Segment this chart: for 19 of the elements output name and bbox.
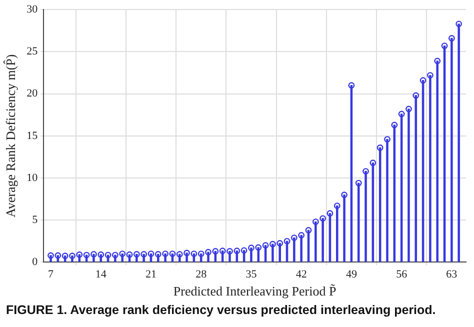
y-tick-label: 30 [26, 3, 38, 16]
x-tick-label: 21 [145, 268, 156, 281]
y-tick-label: 25 [26, 46, 38, 58]
x-tick-label: 63 [446, 268, 458, 281]
x-tick-label: 42 [296, 268, 307, 281]
y-tick-label: 15 [26, 130, 38, 142]
y-tick-label: 5 [32, 214, 38, 226]
x-tick-label: 7 [48, 268, 54, 281]
y-tick-label: 0 [32, 256, 38, 268]
y-tick-label: 20 [26, 88, 38, 100]
x-tick-label: 14 [95, 268, 107, 281]
x-axis-title: Predicted Interleaving Period P̃ [173, 284, 336, 299]
x-tick-label: 56 [396, 268, 408, 281]
x-tick-label: 49 [346, 268, 358, 281]
x-tick-label: 35 [246, 268, 258, 281]
x-tick-label: 28 [196, 268, 208, 281]
y-tick-label: 10 [26, 172, 38, 184]
caption: FIGURE 1. Average rank deficiency versus predicted interleaving period. [6, 303, 437, 317]
y-axis-title: Average Rank Deficiency m(P̂) [2, 54, 18, 218]
